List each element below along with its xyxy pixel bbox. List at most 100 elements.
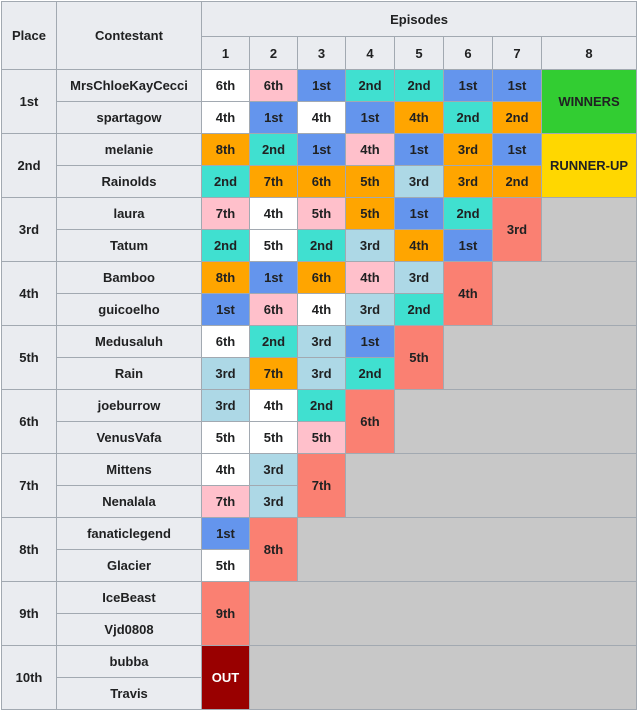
episode-result: 4th	[297, 293, 346, 326]
episode-result: 7th	[201, 485, 250, 518]
place: 3rd	[1, 197, 57, 262]
place: 8th	[1, 517, 57, 582]
final-result: 6th	[345, 389, 395, 454]
contestant-header: Contestant	[56, 1, 202, 70]
episode-result: 5th	[297, 197, 346, 230]
episode-result: 3rd	[249, 453, 298, 486]
contestant-name: spartagow	[56, 101, 202, 134]
episode-number: 6	[443, 36, 493, 70]
episode-number: 2	[249, 36, 298, 70]
episode-result: 7th	[249, 165, 298, 198]
contestant-name: IceBeast	[56, 581, 202, 614]
final-result: WINNERS	[540, 69, 637, 134]
contestant-row: Glacier 5th	[2, 549, 637, 582]
contestant-name: Vjd0808	[56, 613, 202, 646]
contestant-row: 5th Medusaluh 6th 2nd 3rd 1st 5th	[1, 325, 637, 390]
place: 10th	[1, 645, 57, 710]
eliminated-filler	[248, 581, 637, 646]
final-result: 8th	[249, 517, 298, 582]
contestant-row: 1st MrsChloeKayCecci 6th 6th 1st 2nd 2nd 1st 1st…	[1, 69, 637, 134]
place: 9th	[1, 581, 57, 646]
contestant-name: Rain	[56, 357, 202, 390]
episode-result: 2nd	[249, 133, 298, 166]
episode-result: 5th	[345, 165, 395, 198]
eliminated-filler	[393, 389, 637, 454]
contestant-row: Tatum 2nd 5th 2nd 3rd 4th 1st	[2, 229, 637, 262]
contestant-name: Bamboo	[56, 261, 202, 294]
episode-result: 4th	[345, 261, 395, 294]
contestant-name: VenusVafa	[56, 421, 202, 454]
contestant-row: Travis	[2, 677, 637, 710]
contestant-name: fanaticlegend	[56, 517, 202, 550]
episode-result: 2nd	[443, 197, 493, 230]
episode-result: 5th	[249, 421, 298, 454]
episode-result: 3rd	[297, 325, 346, 358]
contestant-row: spartagow 4th 1st 4th 1st 4th 2nd 2nd	[2, 101, 637, 134]
episode-result: 2nd	[345, 69, 395, 102]
eliminated-filler	[248, 645, 637, 710]
final-result: 4th	[443, 261, 493, 326]
episode-result: 5th	[249, 229, 298, 262]
episode-result: 6th	[297, 165, 346, 198]
contestant-name: MrsChloeKayCecci	[56, 69, 202, 102]
episode-number: 3	[297, 36, 346, 70]
episode-result: 2nd	[297, 229, 346, 262]
episode-result: 1st	[297, 133, 346, 166]
contestant-row: Nenalala 7th 3rd	[2, 485, 637, 518]
episode-result: 5th	[201, 549, 250, 582]
contestant-row: Rainolds 2nd 7th 6th 5th 3rd 3rd 2nd	[2, 165, 637, 198]
place-header: Place	[1, 1, 57, 70]
episode-result: 1st	[492, 69, 542, 102]
contestant-row: VenusVafa 5th 5th 5th	[2, 421, 637, 454]
contestant-name: guicoelho	[56, 293, 202, 326]
episode-result: 2nd	[394, 69, 444, 102]
contestant-row: 3rd laura 7th 4th 5th 5th 1st 2nd 3rd	[1, 197, 637, 262]
episode-number: 4	[345, 36, 395, 70]
episode-result: 3rd	[249, 485, 298, 518]
episode-result: 4th	[345, 133, 395, 166]
final-result: 3rd	[492, 197, 542, 262]
episode-result: 6th	[201, 325, 250, 358]
final-result: RUNNER-UP	[540, 133, 637, 198]
episode-number: 8	[540, 36, 637, 70]
episode-result: 1st	[443, 229, 493, 262]
episode-result: 2nd	[297, 389, 346, 422]
eliminated-filler	[442, 325, 637, 390]
episode-result: 2nd	[201, 165, 250, 198]
contestant-name: Nenalala	[56, 485, 202, 518]
episode-result: 2nd	[345, 357, 395, 390]
contestant-row: 7th Mittens 4th 3rd 7th	[1, 453, 637, 518]
episode-result: 1st	[249, 261, 298, 294]
final-result: OUT	[201, 645, 250, 710]
contestant-name: laura	[56, 197, 202, 230]
eliminated-filler	[296, 517, 637, 582]
episode-number: 7	[492, 36, 542, 70]
episode-result: 3rd	[297, 357, 346, 390]
episode-result: 5th	[297, 421, 346, 454]
episode-result: 1st	[394, 133, 444, 166]
episode-result: 1st	[443, 69, 493, 102]
contestant-row: 2nd melanie 8th 2nd 1st 4th 1st 3rd 1st RUNNER-UP	[1, 133, 637, 198]
final-result: 9th	[201, 581, 250, 646]
contestant-name: Rainolds	[56, 165, 202, 198]
episode-result: 6th	[297, 261, 346, 294]
episode-result: 7th	[249, 357, 298, 390]
episode-result: 1st	[345, 325, 395, 358]
contestant-row: 4th Bamboo 8th 1st 6th 4th 3rd 4th	[1, 261, 637, 326]
episode-result: 2nd	[492, 101, 542, 134]
episode-result: 7th	[201, 197, 250, 230]
episode-result: 3rd	[443, 133, 493, 166]
episode-result: 3rd	[394, 165, 444, 198]
contestant-name: Tatum	[56, 229, 202, 262]
episode-result: 3rd	[443, 165, 493, 198]
contestant-row: guicoelho 1st 6th 4th 3rd 2nd	[2, 293, 637, 326]
place: 1st	[1, 69, 57, 134]
contestant-name: melanie	[56, 133, 202, 166]
episode-result: 3rd	[394, 261, 444, 294]
episode-result: 1st	[201, 517, 250, 550]
final-result: 7th	[297, 453, 346, 518]
episode-result: 2nd	[201, 229, 250, 262]
episode-result: 5th	[201, 421, 250, 454]
contestant-name: bubba	[56, 645, 202, 678]
